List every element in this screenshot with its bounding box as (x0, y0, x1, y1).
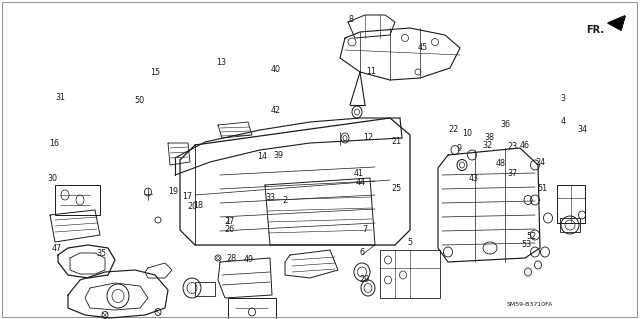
Text: 17: 17 (182, 192, 192, 201)
Text: 33: 33 (265, 193, 275, 202)
Text: 23: 23 (507, 142, 517, 151)
Text: 2: 2 (282, 197, 287, 205)
Bar (560, 218, 580, 232)
Text: 29: 29 (360, 275, 370, 284)
Text: 42: 42 (270, 106, 280, 115)
Bar (195, 282, 215, 296)
Text: 25: 25 (392, 184, 402, 193)
Text: 16: 16 (49, 139, 60, 148)
Text: 43: 43 (468, 174, 479, 182)
Text: 44: 44 (355, 178, 365, 187)
Text: 8: 8 (348, 15, 353, 24)
Text: 12: 12 (364, 133, 374, 142)
Text: 51: 51 (538, 184, 548, 193)
Text: 40: 40 (270, 65, 280, 74)
Text: 46: 46 (520, 141, 530, 150)
Text: 50: 50 (134, 96, 145, 105)
Text: 35: 35 (96, 249, 106, 258)
Text: 48: 48 (495, 159, 506, 168)
Text: SM59-B3710FA: SM59-B3710FA (507, 302, 553, 308)
Text: 30: 30 (47, 174, 58, 183)
Text: 38: 38 (484, 133, 495, 142)
Text: 41: 41 (353, 169, 364, 178)
Text: 32: 32 (483, 141, 493, 150)
Text: 6: 6 (359, 248, 364, 256)
Text: 18: 18 (193, 201, 204, 210)
Text: 28: 28 (227, 254, 237, 263)
Text: 27: 27 (224, 217, 234, 226)
Text: 45: 45 (417, 43, 428, 52)
Text: 52: 52 (526, 232, 536, 241)
Text: 4: 4 (561, 117, 566, 126)
Text: 49: 49 (243, 255, 253, 263)
Text: 26: 26 (224, 225, 234, 234)
Text: 34: 34 (577, 125, 588, 134)
Bar (55, 185, 100, 215)
Text: 7: 7 (362, 225, 367, 234)
Text: 5: 5 (407, 238, 412, 247)
Text: 31: 31 (56, 93, 66, 102)
Text: 39: 39 (273, 151, 284, 160)
Text: 37: 37 (507, 169, 517, 178)
Text: 9: 9 (457, 144, 462, 153)
Text: 11: 11 (366, 67, 376, 76)
Text: 13: 13 (216, 58, 226, 67)
Text: 10: 10 (462, 130, 472, 138)
Text: 24: 24 (536, 158, 546, 167)
Bar (228, 298, 276, 319)
Text: 22: 22 (448, 125, 458, 134)
Bar (380, 250, 440, 298)
Text: 1: 1 (225, 217, 230, 226)
Text: 20: 20 (187, 202, 197, 211)
Text: 47: 47 (51, 244, 61, 253)
Text: 19: 19 (168, 187, 178, 196)
Text: 15: 15 (150, 68, 160, 77)
Polygon shape (608, 16, 625, 30)
Text: 36: 36 (500, 120, 511, 129)
Text: 3: 3 (561, 94, 566, 103)
Text: 21: 21 (392, 137, 402, 146)
Text: 14: 14 (257, 152, 268, 161)
Text: FR.: FR. (586, 25, 604, 35)
Polygon shape (608, 16, 625, 30)
Bar (557, 185, 585, 223)
Text: 53: 53 (521, 241, 531, 249)
